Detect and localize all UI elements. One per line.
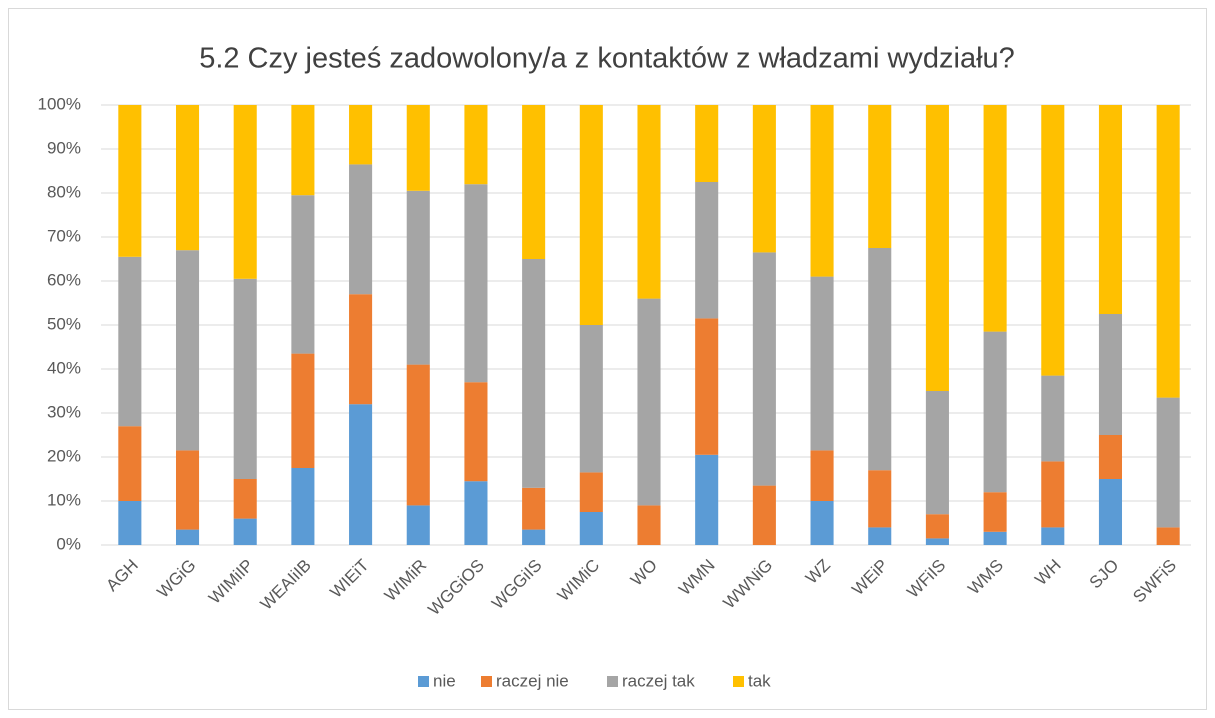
bar-segment [695, 182, 719, 319]
bar-segment [522, 487, 546, 530]
bar-segment [406, 505, 430, 545]
legend-label: nie [433, 671, 456, 690]
y-tick-label: 60% [47, 270, 81, 289]
bar-segment [291, 353, 315, 468]
bar-segment [695, 105, 719, 182]
bar-segment [752, 252, 776, 486]
bar-segment [1098, 105, 1123, 314]
y-tick-label: 100% [38, 94, 81, 113]
bar-segment [233, 105, 257, 279]
bar-segment [810, 450, 834, 501]
y-tick-label: 80% [47, 182, 81, 201]
bar-segment [695, 318, 719, 455]
bar-segment [868, 248, 892, 471]
bar-segment [983, 105, 1007, 332]
bar-segment [349, 105, 373, 165]
chart-title: 5.2 Czy jesteś zadowolony/a z kontaktów … [199, 43, 1015, 75]
bar-segment [579, 325, 603, 473]
bar-segment [925, 538, 949, 545]
bar-segment [579, 105, 603, 325]
bar-segment [175, 250, 200, 451]
bar-segment [1098, 435, 1123, 479]
bar-segment [1098, 479, 1123, 545]
bar-segment [464, 184, 488, 383]
bar-segment [233, 278, 257, 479]
bar-segment [118, 256, 142, 427]
bar-segment [1098, 314, 1123, 435]
bar-segment [118, 426, 142, 501]
y-tick-label: 0% [56, 534, 81, 553]
legend-swatch [607, 676, 618, 687]
bar-segment [579, 512, 603, 545]
y-tick-label: 90% [47, 138, 81, 157]
bar-segment [349, 164, 373, 295]
y-tick-label: 10% [47, 490, 81, 509]
bar-segment [175, 529, 200, 545]
bar-segment [406, 105, 430, 191]
legend-label: tak [748, 671, 771, 690]
bar-segment [637, 298, 661, 506]
bar-segment [1041, 527, 1065, 545]
bar-segment [118, 501, 142, 545]
y-tick-label: 70% [47, 226, 81, 245]
bar-segment [1156, 105, 1180, 398]
bar-segment [233, 479, 257, 519]
bar-segment [637, 505, 661, 545]
bar-segment [695, 454, 719, 545]
bar-segment [868, 105, 892, 248]
bar-segment [522, 529, 546, 545]
y-tick-label: 30% [47, 402, 81, 421]
bar-segment [522, 259, 546, 488]
bar-segment [925, 105, 949, 391]
bar-segment [925, 514, 949, 539]
bar-segment [233, 518, 257, 545]
bar-segment [464, 382, 488, 482]
y-tick-label: 40% [47, 358, 81, 377]
bar-segment [118, 105, 142, 257]
bar-segment [464, 481, 488, 545]
bar-segment [1156, 527, 1180, 545]
bar-segment [983, 531, 1007, 545]
bar-segment [810, 501, 834, 545]
y-tick-label: 50% [47, 314, 81, 333]
bar-segment [175, 105, 200, 251]
bar-segment [637, 105, 661, 299]
bar-segment [291, 468, 315, 545]
bar-segment [810, 105, 834, 277]
bar-segment [1041, 375, 1065, 462]
bar-segment [1156, 397, 1180, 528]
bar-segment [983, 331, 1007, 493]
bar-segment [810, 276, 834, 451]
bar-segment [1041, 105, 1065, 376]
bar-segment [406, 364, 430, 506]
bar-segment [349, 294, 373, 405]
legend-label: raczej tak [622, 671, 695, 690]
y-tick-label: 20% [47, 446, 81, 465]
bar-segment [522, 105, 546, 259]
bar-segment [752, 485, 776, 545]
legend-label: raczej nie [496, 671, 569, 690]
bar-segment [868, 527, 892, 545]
legend-swatch [418, 676, 429, 687]
bar-segment [752, 105, 776, 253]
bar-segment [349, 404, 373, 545]
bar-segment [983, 492, 1007, 532]
bar-segment [579, 472, 603, 512]
bar-segment [406, 190, 430, 365]
bar-segment [868, 470, 892, 528]
legend-swatch [481, 676, 492, 687]
bar-segment [291, 105, 315, 196]
bar-segment [464, 105, 488, 185]
chart-frame [8, 8, 1207, 710]
bar-segment [291, 195, 315, 354]
bar-segment [1041, 461, 1065, 528]
bar-segment [925, 391, 949, 515]
legend-swatch [733, 676, 744, 687]
bar-segment [175, 450, 200, 530]
